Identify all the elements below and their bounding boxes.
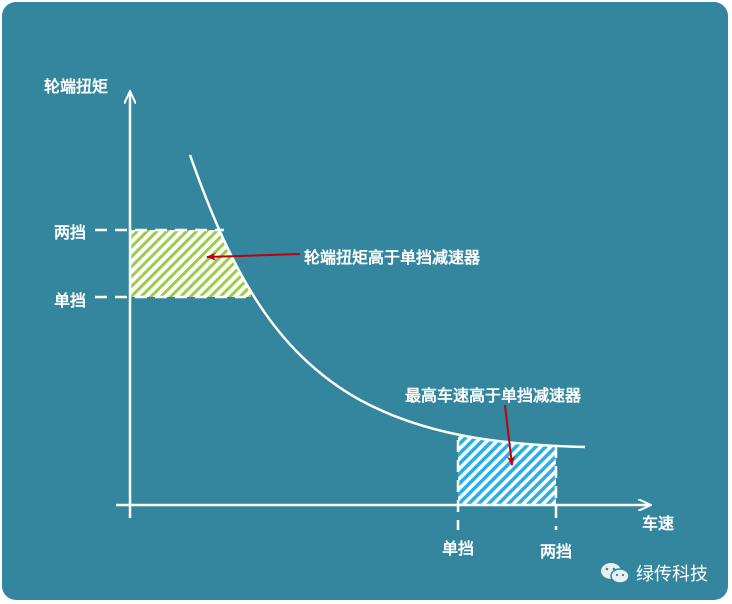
watermark-text: 绿传科技	[636, 564, 708, 585]
x-axis-label: 车速	[642, 514, 675, 533]
speed-annotation: 最高车速高于单挡减速器	[405, 386, 582, 405]
x-tick-two-speed: 两挡	[540, 542, 573, 561]
watermark: 绿传科技	[600, 560, 708, 586]
y-tick-two-speed: 两挡	[54, 223, 87, 242]
y-tick-single-speed: 单挡	[54, 291, 87, 310]
wechat-icon	[601, 563, 630, 584]
speed-annotation-arrow	[504, 404, 515, 466]
x-tick-single-speed: 单挡	[442, 539, 475, 558]
torque-annotation: 轮端扭矩高于单挡减速器	[304, 248, 481, 267]
torque-annotation-arrow	[206, 252, 301, 261]
y-axis-label: 轮端扭矩	[44, 77, 109, 96]
torque-hatch-region	[131, 230, 251, 297]
